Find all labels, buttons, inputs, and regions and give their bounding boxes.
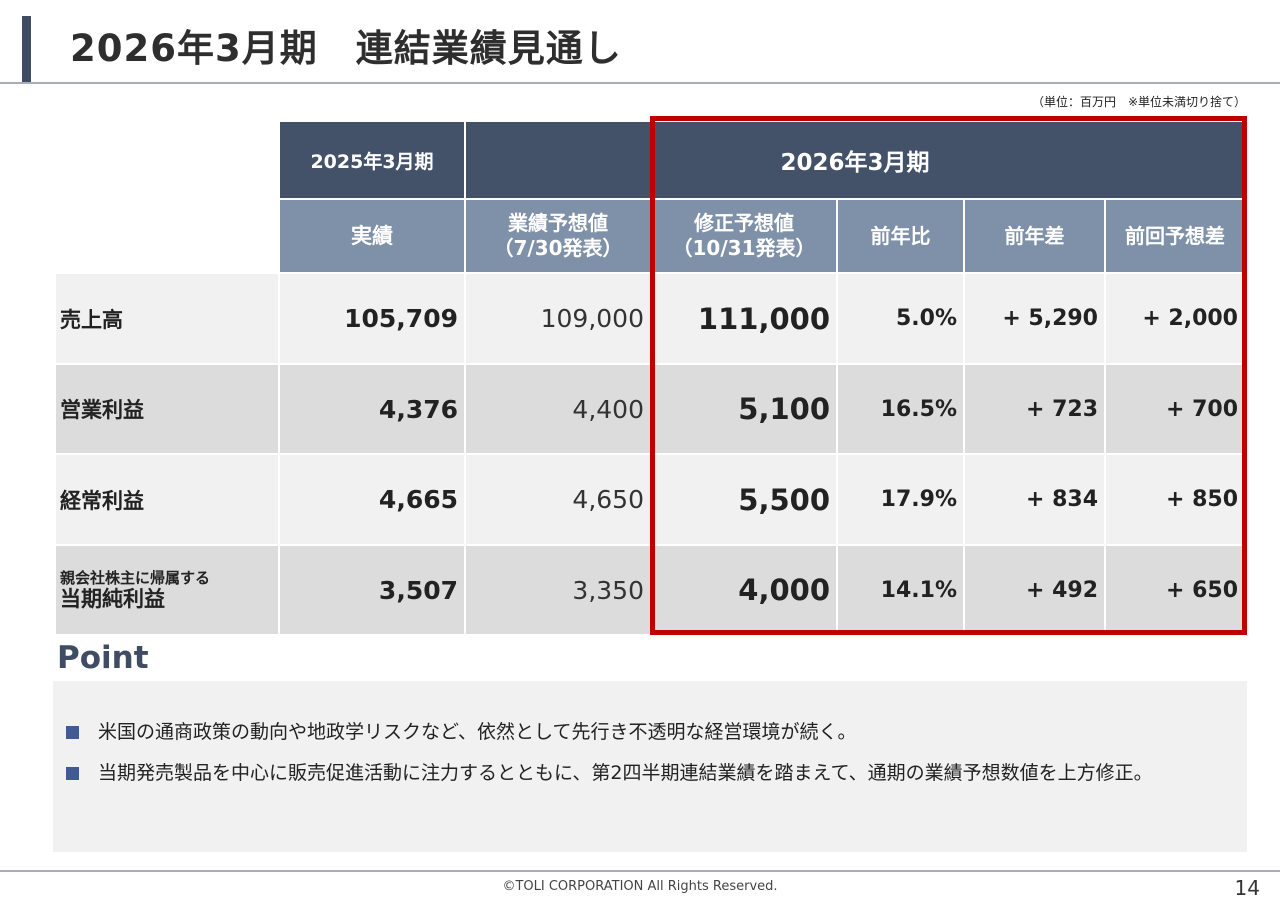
cell-vs-prev: + 2,000 [1104, 272, 1246, 365]
table-row-net-income: 親会社株主に帰属する 当期純利益 3,507 3,350 4,000 14.1%… [54, 544, 1246, 636]
bullet-square-icon [66, 767, 79, 780]
row-label-small: 親会社株主に帰属する [60, 569, 211, 587]
header-forecast-line2: （7/30発表） [493, 236, 623, 260]
cell-yoy-ratio: 17.9% [836, 453, 965, 546]
table-corner-2 [54, 198, 280, 274]
cell-yoy-ratio: 16.5% [836, 363, 965, 455]
cell-forecast: 109,000 [464, 272, 652, 365]
forecast-table: 2025年3月期 2026年3月期 実績 業績予想値 （7/30発表） 修正予想… [54, 120, 1246, 636]
cell-yoy-diff: + 834 [963, 453, 1106, 546]
row-label: 親会社株主に帰属する 当期純利益 [54, 544, 280, 636]
cell-actual: 4,665 [278, 453, 466, 546]
header-yoy-diff: 前年差 [963, 198, 1106, 274]
cell-revised: 4,000 [650, 544, 838, 636]
cell-actual: 105,709 [278, 272, 466, 365]
page-number: 14 [1234, 876, 1260, 900]
cell-forecast: 4,650 [464, 453, 652, 546]
cell-forecast: 3,350 [464, 544, 652, 636]
row-label: 経常利益 [54, 453, 280, 546]
header-revised-line1: 修正予想値 [694, 211, 794, 235]
table-row-sales: 売上高 105,709 109,000 111,000 5.0% + 5,290… [54, 272, 1246, 365]
table-row-ordinary-profit: 経常利益 4,665 4,650 5,500 17.9% + 834 + 850 [54, 453, 1246, 546]
row-label: 売上高 [54, 272, 280, 365]
cell-yoy-diff: + 723 [963, 363, 1106, 455]
copyright-text: ©TOLI CORPORATION All Rights Reserved. [502, 879, 778, 894]
footer-divider [0, 870, 1280, 872]
title-divider [0, 82, 1280, 84]
header-revised: 修正予想値 （10/31発表） [650, 198, 838, 274]
cell-yoy-ratio: 14.1% [836, 544, 965, 636]
header-revised-line2: （10/31発表） [672, 236, 816, 260]
point-box: 米国の通商政策の動向や地政学リスクなど、依然として先行き不透明な経営環境が続く。… [53, 681, 1247, 852]
bullet-square-icon [66, 726, 79, 739]
cell-actual: 3,507 [278, 544, 466, 636]
cell-yoy-diff: + 492 [963, 544, 1106, 636]
header-yoy-ratio: 前年比 [836, 198, 965, 274]
table-corner [54, 120, 280, 200]
cell-yoy-diff: + 5,290 [963, 272, 1106, 365]
cell-vs-prev: + 700 [1104, 363, 1246, 455]
header-forecast-line1: 業績予想値 [508, 211, 608, 235]
header-vs-prev-forecast: 前回予想差 [1104, 198, 1246, 274]
cell-forecast: 4,400 [464, 363, 652, 455]
header-actual: 実績 [278, 198, 466, 274]
point-item-2: 当期発売製品を中心に販売促進活動に注力するとともに、第2四半期連結業績を踏まえて… [98, 762, 1153, 784]
point-heading: Point [57, 640, 149, 676]
cell-vs-prev: + 650 [1104, 544, 1246, 636]
row-label-main: 当期純利益 [60, 587, 165, 611]
point-item-1: 米国の通商政策の動向や地政学リスクなど、依然として先行き不透明な経営環境が続く。 [98, 721, 857, 743]
header-forecast: 業績予想値 （7/30発表） [464, 198, 652, 274]
header-current-year: 2026年3月期 [464, 120, 1246, 200]
cell-yoy-ratio: 5.0% [836, 272, 965, 365]
title-accent-bar [22, 16, 31, 82]
header-prev-year: 2025年3月期 [278, 120, 466, 200]
cell-revised: 111,000 [650, 272, 838, 365]
cell-vs-prev: + 850 [1104, 453, 1246, 546]
cell-actual: 4,376 [278, 363, 466, 455]
cell-revised: 5,100 [650, 363, 838, 455]
cell-revised: 5,500 [650, 453, 838, 546]
unit-note: （単位：百万円 ※単位未満切り捨て） [1031, 95, 1246, 109]
row-label: 営業利益 [54, 363, 280, 455]
table-row-operating-profit: 営業利益 4,376 4,400 5,100 16.5% + 723 + 700 [54, 363, 1246, 455]
page-title: 2026年3月期 連結業績見通し [70, 27, 622, 70]
